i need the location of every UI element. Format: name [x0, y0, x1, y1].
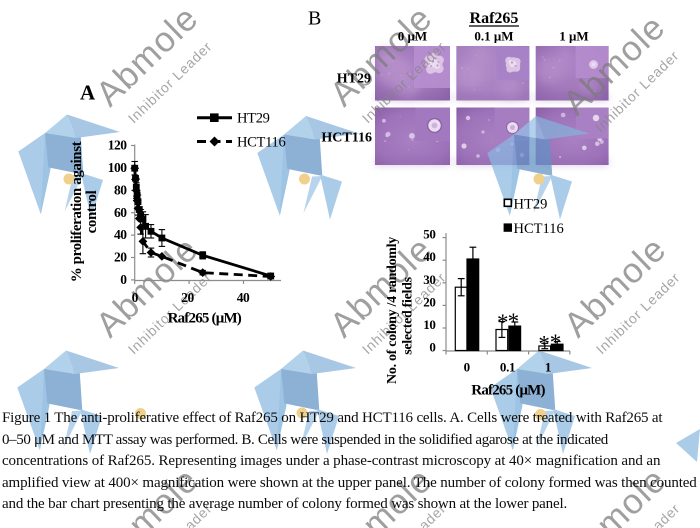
svg-text:selected fields: selected fields — [401, 276, 416, 354]
svg-text:B: B — [308, 8, 321, 30]
svg-text:HT29: HT29 — [237, 111, 270, 127]
svg-text:0: 0 — [429, 340, 435, 355]
svg-text:HT29: HT29 — [514, 197, 548, 213]
svg-text:No. of colony /4 randomly: No. of colony /4 randomly — [385, 237, 400, 384]
svg-text:80: 80 — [114, 182, 127, 197]
svg-text:20: 20 — [423, 294, 435, 309]
svg-text:1: 1 — [545, 360, 551, 375]
svg-text:control: control — [84, 190, 100, 233]
svg-text:HCT116: HCT116 — [514, 221, 564, 237]
svg-text:0: 0 — [132, 290, 139, 305]
svg-text:HCT116: HCT116 — [321, 131, 372, 146]
svg-text:60: 60 — [114, 205, 127, 220]
svg-text:0: 0 — [464, 360, 470, 375]
svg-text:10: 10 — [423, 317, 435, 332]
svg-text:40: 40 — [114, 227, 127, 242]
svg-text:A: A — [80, 81, 96, 105]
svg-text:20: 20 — [114, 250, 127, 265]
svg-text:30: 30 — [423, 272, 435, 287]
svg-text:120: 120 — [108, 138, 128, 153]
svg-text:40: 40 — [423, 249, 435, 264]
svg-text:Raf265 (μM): Raf265 (μM) — [168, 311, 242, 327]
svg-text:*: * — [508, 309, 520, 334]
svg-text:*: * — [550, 330, 562, 355]
svg-text:% proliferation against: % proliferation against — [69, 141, 85, 282]
svg-text:0 μM: 0 μM — [398, 29, 427, 44]
svg-text:0: 0 — [120, 272, 127, 287]
svg-text:Raf265: Raf265 — [470, 10, 519, 27]
svg-text:40: 40 — [237, 290, 250, 305]
svg-text:*: * — [538, 332, 550, 357]
svg-text:Raf265 (μM): Raf265 (μM) — [471, 383, 545, 399]
svg-text:1 μM: 1 μM — [559, 29, 588, 44]
svg-text:0.1: 0.1 — [500, 360, 515, 375]
svg-text:HCT116: HCT116 — [237, 134, 285, 150]
svg-text:100: 100 — [108, 160, 128, 175]
svg-text:*: * — [497, 310, 509, 335]
svg-text:50: 50 — [423, 227, 435, 242]
svg-text:0.1 μM: 0.1 μM — [474, 29, 513, 44]
svg-text:20: 20 — [181, 290, 194, 305]
svg-text:HT29: HT29 — [337, 72, 371, 87]
